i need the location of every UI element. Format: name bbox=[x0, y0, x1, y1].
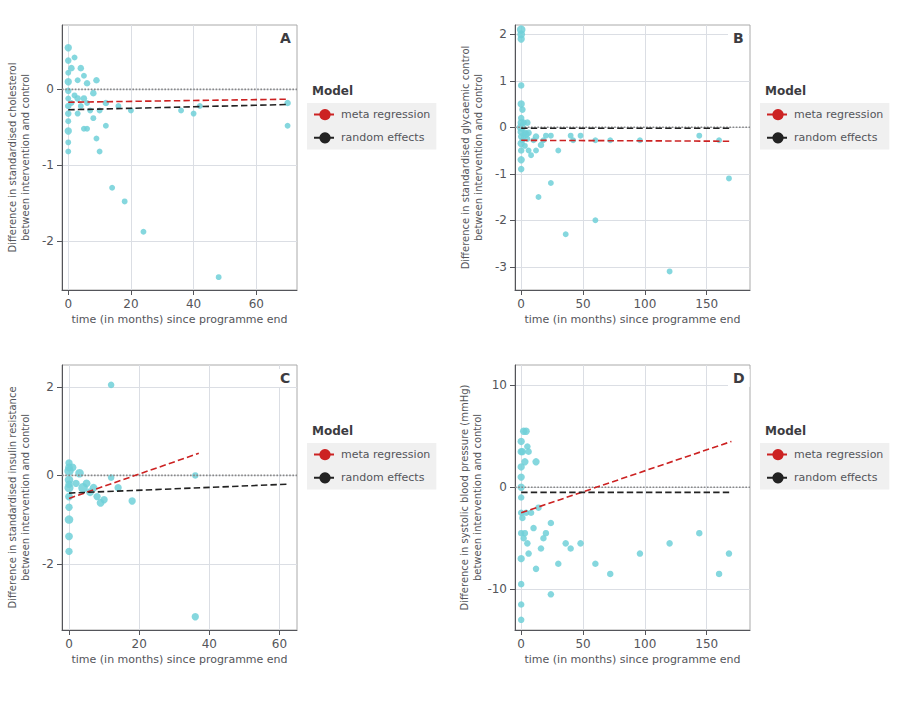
svg-text:between intervention and contr: between intervention and control bbox=[472, 414, 483, 581]
svg-text:Difference in standardised cho: Difference in standardised cholesterol bbox=[7, 62, 18, 252]
svg-text:-1: -1 bbox=[495, 167, 507, 181]
svg-text:D: D bbox=[733, 370, 745, 386]
svg-text:2: 2 bbox=[46, 380, 54, 394]
svg-text:40: 40 bbox=[202, 637, 217, 651]
svg-text:150: 150 bbox=[695, 297, 718, 311]
svg-text:between intervention and contr: between intervention and control bbox=[20, 414, 31, 581]
svg-text:-3: -3 bbox=[495, 260, 507, 274]
svg-text:random effects: random effects bbox=[794, 131, 878, 144]
svg-text:50: 50 bbox=[575, 297, 590, 311]
svg-text:Difference in standardised ins: Difference in standardised insulin resis… bbox=[7, 386, 18, 608]
svg-text:meta regression: meta regression bbox=[341, 448, 430, 461]
svg-text:Model: Model bbox=[312, 424, 353, 438]
svg-text:time (in months) since program: time (in months) since programme end bbox=[524, 653, 740, 666]
svg-text:2: 2 bbox=[499, 27, 507, 41]
svg-text:A: A bbox=[280, 30, 291, 46]
svg-text:0: 0 bbox=[517, 637, 525, 651]
svg-text:50: 50 bbox=[575, 637, 590, 651]
svg-text:-2: -2 bbox=[42, 234, 54, 248]
svg-text:meta regression: meta regression bbox=[794, 108, 883, 121]
svg-text:60: 60 bbox=[249, 297, 264, 311]
svg-text:150: 150 bbox=[695, 637, 718, 651]
svg-text:random effects: random effects bbox=[794, 471, 878, 484]
svg-text:40: 40 bbox=[186, 297, 201, 311]
svg-text:C: C bbox=[280, 370, 290, 386]
svg-text:100: 100 bbox=[633, 297, 656, 311]
svg-text:Difference in systolic blood p: Difference in systolic blood pressure (m… bbox=[459, 384, 470, 610]
svg-text:Difference in standardised gly: Difference in standardised glycaemic con… bbox=[460, 46, 471, 270]
svg-text:between intervention and contr: between intervention and control bbox=[20, 74, 31, 241]
svg-text:random effects: random effects bbox=[341, 131, 425, 144]
svg-text:60: 60 bbox=[272, 637, 287, 651]
svg-text:0: 0 bbox=[65, 637, 73, 651]
svg-text:between intervention and contr: between intervention and control bbox=[473, 74, 484, 241]
svg-text:-2: -2 bbox=[495, 213, 507, 227]
svg-text:0: 0 bbox=[499, 120, 507, 134]
svg-text:meta regression: meta regression bbox=[341, 108, 430, 121]
svg-text:100: 100 bbox=[633, 637, 656, 651]
svg-text:time (in months) since program: time (in months) since programme end bbox=[71, 313, 287, 326]
svg-text:20: 20 bbox=[132, 637, 147, 651]
svg-text:-1: -1 bbox=[42, 158, 54, 172]
svg-text:random effects: random effects bbox=[341, 471, 425, 484]
svg-text:1: 1 bbox=[499, 74, 507, 88]
svg-text:time (in months) since program: time (in months) since programme end bbox=[524, 313, 740, 326]
svg-text:-2: -2 bbox=[42, 557, 54, 571]
svg-text:0: 0 bbox=[46, 468, 54, 482]
svg-text:0: 0 bbox=[517, 297, 525, 311]
svg-text:Model: Model bbox=[765, 84, 806, 98]
svg-text:B: B bbox=[733, 30, 744, 46]
svg-text:20: 20 bbox=[123, 297, 138, 311]
svg-text:time (in months) since program: time (in months) since programme end bbox=[71, 653, 287, 666]
svg-text:10: 10 bbox=[492, 378, 507, 392]
svg-text:meta regression: meta regression bbox=[794, 448, 883, 461]
svg-text:0: 0 bbox=[46, 82, 54, 96]
svg-text:Model: Model bbox=[312, 84, 353, 98]
svg-text:Model: Model bbox=[765, 424, 806, 438]
svg-text:0: 0 bbox=[499, 480, 507, 494]
svg-text:-10: -10 bbox=[487, 582, 507, 596]
svg-text:0: 0 bbox=[64, 297, 72, 311]
